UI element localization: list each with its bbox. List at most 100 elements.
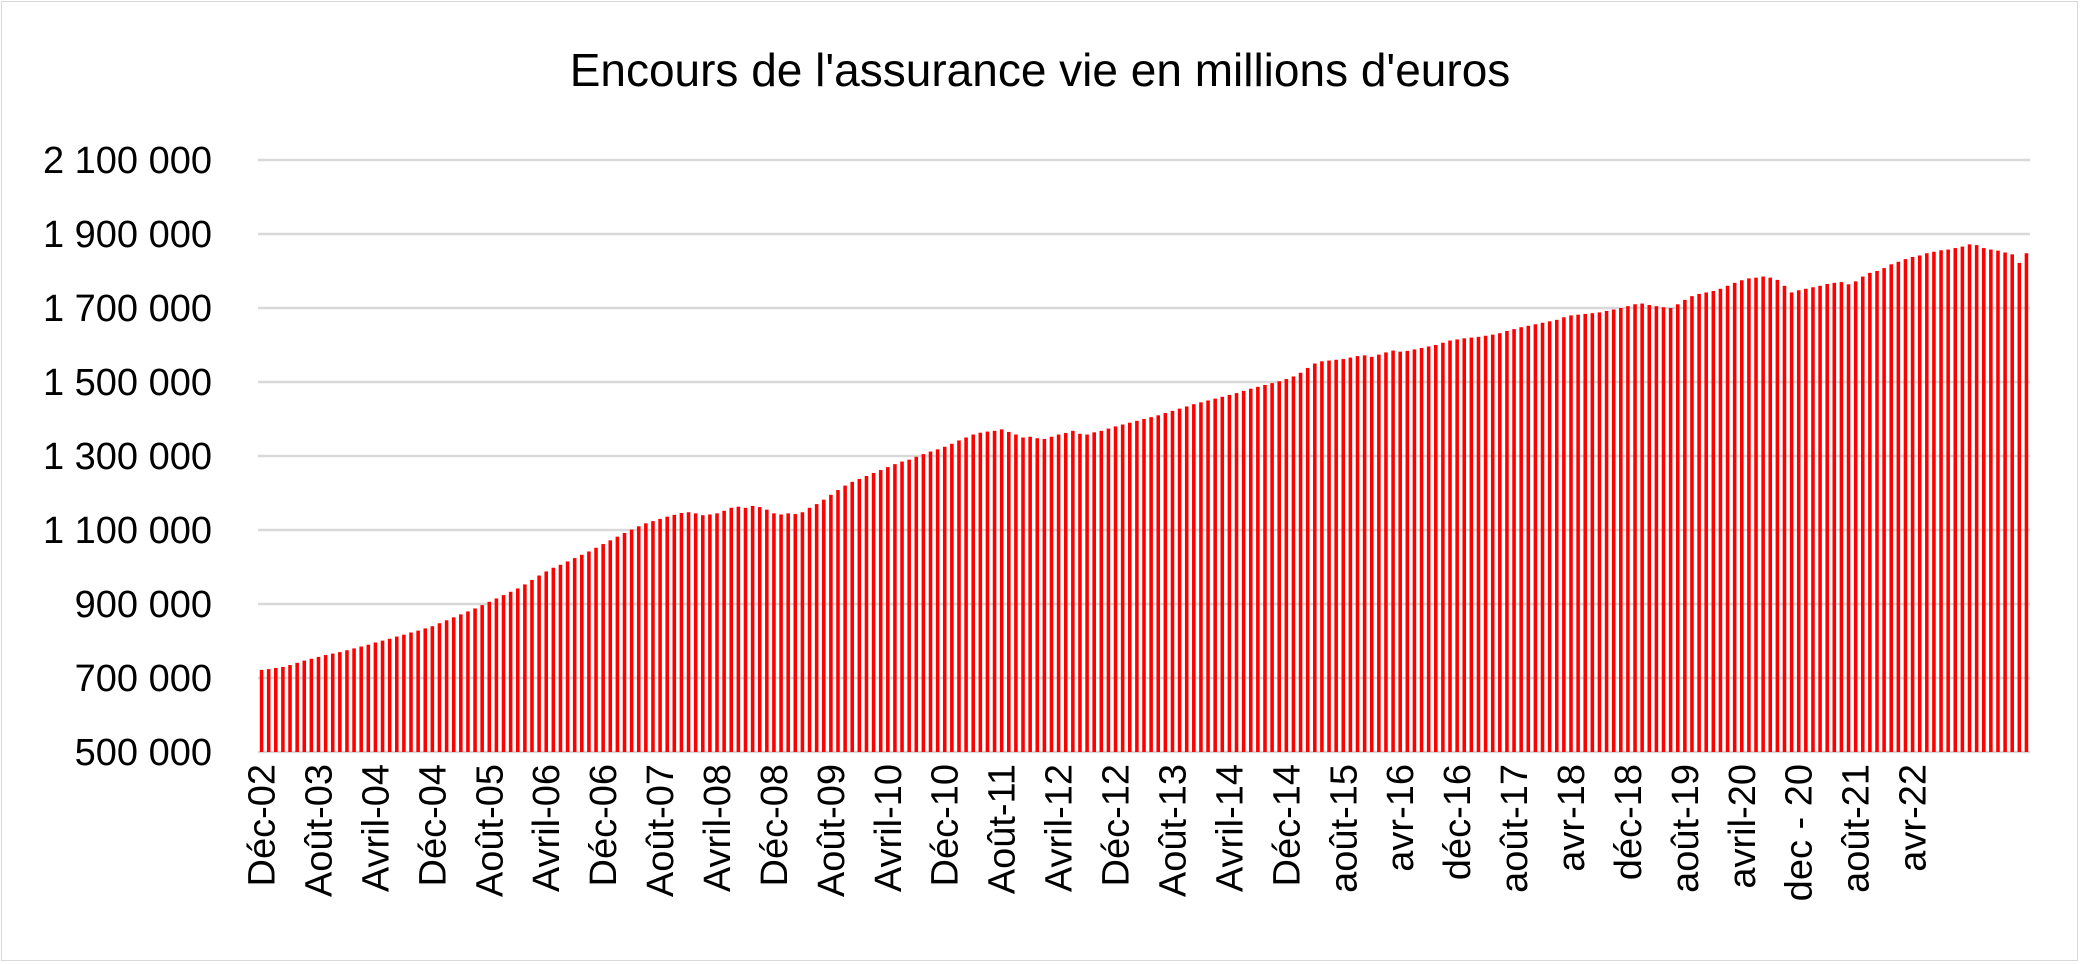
chart-title: Encours de l'assurance vie en millions d… <box>570 44 1511 96</box>
bar <box>1761 276 1765 752</box>
bar <box>978 432 983 752</box>
x-tick-label: août-21 <box>1836 764 1878 893</box>
bar <box>1234 393 1239 752</box>
bar <box>1917 255 1922 752</box>
bar <box>1035 438 1040 752</box>
bar <box>779 514 783 752</box>
bar <box>2017 262 2022 752</box>
bar <box>786 513 790 752</box>
bar <box>1967 244 1972 753</box>
bar <box>1960 246 1965 752</box>
bar <box>1725 285 1730 752</box>
bar <box>1490 334 1495 752</box>
bar <box>1896 261 1901 752</box>
bar <box>437 623 442 752</box>
bar <box>1754 277 1758 752</box>
bar <box>1248 388 1253 752</box>
bar <box>1021 437 1025 752</box>
y-tick-label: 1 300 000 <box>43 436 212 478</box>
x-tick-label: Déc-12 <box>1096 764 1138 887</box>
bar <box>1483 335 1488 752</box>
bar <box>1775 279 1780 752</box>
bar <box>1063 433 1068 752</box>
bar <box>1135 420 1139 752</box>
bar <box>1882 268 1886 752</box>
bar <box>1056 434 1061 752</box>
bar <box>1711 290 1716 752</box>
bar <box>1875 271 1879 752</box>
bar <box>1868 272 1872 752</box>
bar <box>1384 352 1388 752</box>
bar <box>1184 406 1189 752</box>
bar <box>580 554 584 752</box>
bar <box>736 506 741 752</box>
bar <box>1804 288 1808 752</box>
bar <box>451 617 456 752</box>
bar <box>1455 339 1459 752</box>
bar <box>1860 276 1865 752</box>
bar <box>1284 379 1289 752</box>
bar <box>1007 431 1011 752</box>
bar <box>1768 277 1773 752</box>
bar <box>352 648 356 752</box>
bar <box>800 512 805 752</box>
bar <box>1562 317 1566 752</box>
x-tick-label: Déc-04 <box>412 764 454 887</box>
bar <box>615 536 620 752</box>
bar <box>1569 315 1573 752</box>
bar <box>1341 359 1346 752</box>
y-tick-label: 1 900 000 <box>43 214 212 256</box>
bar <box>1177 408 1182 752</box>
bar <box>1192 404 1196 752</box>
bar <box>594 547 598 752</box>
bar <box>1092 432 1096 752</box>
bar <box>259 669 264 752</box>
bar <box>416 630 420 752</box>
x-tick-label: Avril-10 <box>868 764 910 892</box>
bar <box>1113 426 1118 752</box>
bar <box>1989 249 1993 753</box>
bar <box>1241 390 1246 752</box>
bar <box>523 584 527 752</box>
bar <box>1554 319 1559 752</box>
bar <box>665 516 669 752</box>
bar <box>1227 394 1232 752</box>
y-tick-label: 1 100 000 <box>43 510 212 552</box>
x-tick-label: avr-16 <box>1380 764 1422 872</box>
bar <box>466 611 470 752</box>
x-axis-ticks: Déc-02 Août-03 Avril-04 Déc-04 Août-05 Avril-… <box>242 764 1935 901</box>
x-tick-label: Août-07 <box>640 764 682 897</box>
bar <box>1925 253 1929 753</box>
bar <box>1690 296 1694 752</box>
bar <box>1654 306 1659 752</box>
bar <box>1640 303 1644 752</box>
bar <box>1668 308 1673 752</box>
x-tick-label: Août-13 <box>1152 764 1194 897</box>
bar <box>1818 285 1822 752</box>
x-tick-label: août-19 <box>1665 764 1707 893</box>
bar <box>1305 367 1310 752</box>
bar <box>444 620 449 752</box>
bar <box>757 507 762 752</box>
bar <box>1526 325 1531 752</box>
bar <box>1412 349 1417 752</box>
bar <box>601 544 605 752</box>
bar <box>1583 313 1587 752</box>
bar <box>558 564 563 752</box>
bar <box>1426 346 1431 752</box>
bar <box>708 514 712 752</box>
bar <box>850 481 855 752</box>
bar <box>309 658 314 752</box>
bar <box>693 513 698 752</box>
bar <box>658 518 662 752</box>
bar <box>964 437 968 752</box>
bar <box>1462 338 1467 752</box>
bar <box>701 515 705 752</box>
bar <box>1398 351 1402 752</box>
bar <box>1320 361 1324 752</box>
bar <box>409 632 413 752</box>
bar <box>1085 434 1089 752</box>
bar <box>515 588 520 752</box>
bar <box>1740 280 1744 752</box>
